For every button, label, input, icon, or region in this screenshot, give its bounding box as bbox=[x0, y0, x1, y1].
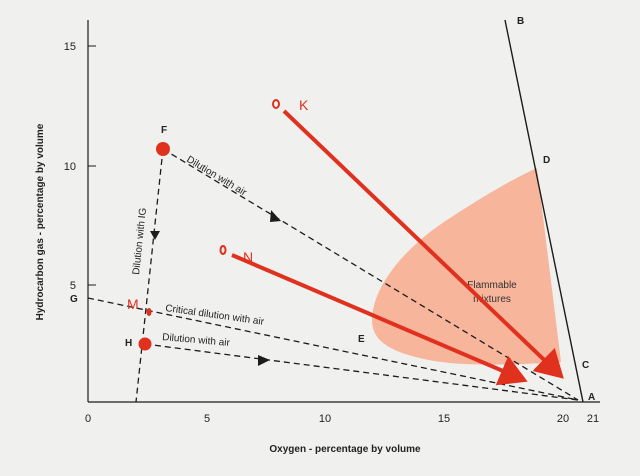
annotation-n: N bbox=[243, 249, 253, 265]
x-tick-21: 21 bbox=[587, 413, 599, 425]
point-label-g: G bbox=[70, 294, 78, 305]
point-h-marker bbox=[138, 337, 152, 351]
label-dilution-ig: Dilution with IG bbox=[131, 207, 149, 275]
annotation-k: K bbox=[299, 97, 309, 113]
flammable-region bbox=[372, 168, 561, 365]
label-dilution-air-upper: Dilution with air bbox=[184, 154, 248, 199]
annotation-m: M bbox=[127, 296, 139, 312]
point-label-h: H bbox=[125, 338, 132, 349]
point-k-marker bbox=[272, 99, 280, 109]
y-tick-15: 15 bbox=[64, 41, 76, 53]
label-dilution-air-lower: Dilution with air bbox=[162, 332, 231, 349]
x-tick-5: 5 bbox=[204, 413, 210, 425]
y-axis-title: Hydrocarbon gas - percentage by volume bbox=[35, 123, 46, 320]
x-tick-20: 20 bbox=[557, 413, 569, 425]
red-arrow-k bbox=[282, 109, 564, 379]
point-label-f: F bbox=[161, 125, 167, 136]
point-m-marker bbox=[146, 308, 152, 316]
y-tick-10: 10 bbox=[64, 161, 76, 173]
point-n-marker bbox=[219, 245, 227, 255]
x-tick-15: 15 bbox=[438, 413, 450, 425]
point-label-c: C bbox=[582, 360, 589, 371]
flammable-label-line1: Flammable bbox=[467, 280, 517, 291]
point-label-a: A bbox=[588, 392, 595, 403]
label-critical-dilution: Critical dilution with air bbox=[165, 303, 266, 328]
line-h-to-a bbox=[144, 343, 579, 401]
red-arrow-n bbox=[231, 253, 528, 386]
line-ab bbox=[504, 19, 584, 403]
point-label-b: B bbox=[517, 16, 524, 27]
y-tick-5: 5 bbox=[70, 280, 76, 292]
arrow-marker-air-lower bbox=[258, 355, 270, 366]
point-f-marker bbox=[156, 142, 170, 156]
x-tick-10: 10 bbox=[319, 413, 331, 425]
line-g-to-a bbox=[87, 297, 579, 401]
arrow-marker-ig bbox=[150, 231, 160, 240]
x-tick-0: 0 bbox=[85, 413, 91, 425]
line-f-to-axis bbox=[135, 148, 164, 403]
flammable-label-line2: mixtures bbox=[473, 294, 511, 305]
x-axis-title: Oxygen - percentage by volume bbox=[269, 444, 421, 455]
arrow-marker-air-upper bbox=[270, 210, 281, 222]
point-label-e: E bbox=[358, 334, 365, 345]
point-label-d: D bbox=[543, 155, 550, 166]
